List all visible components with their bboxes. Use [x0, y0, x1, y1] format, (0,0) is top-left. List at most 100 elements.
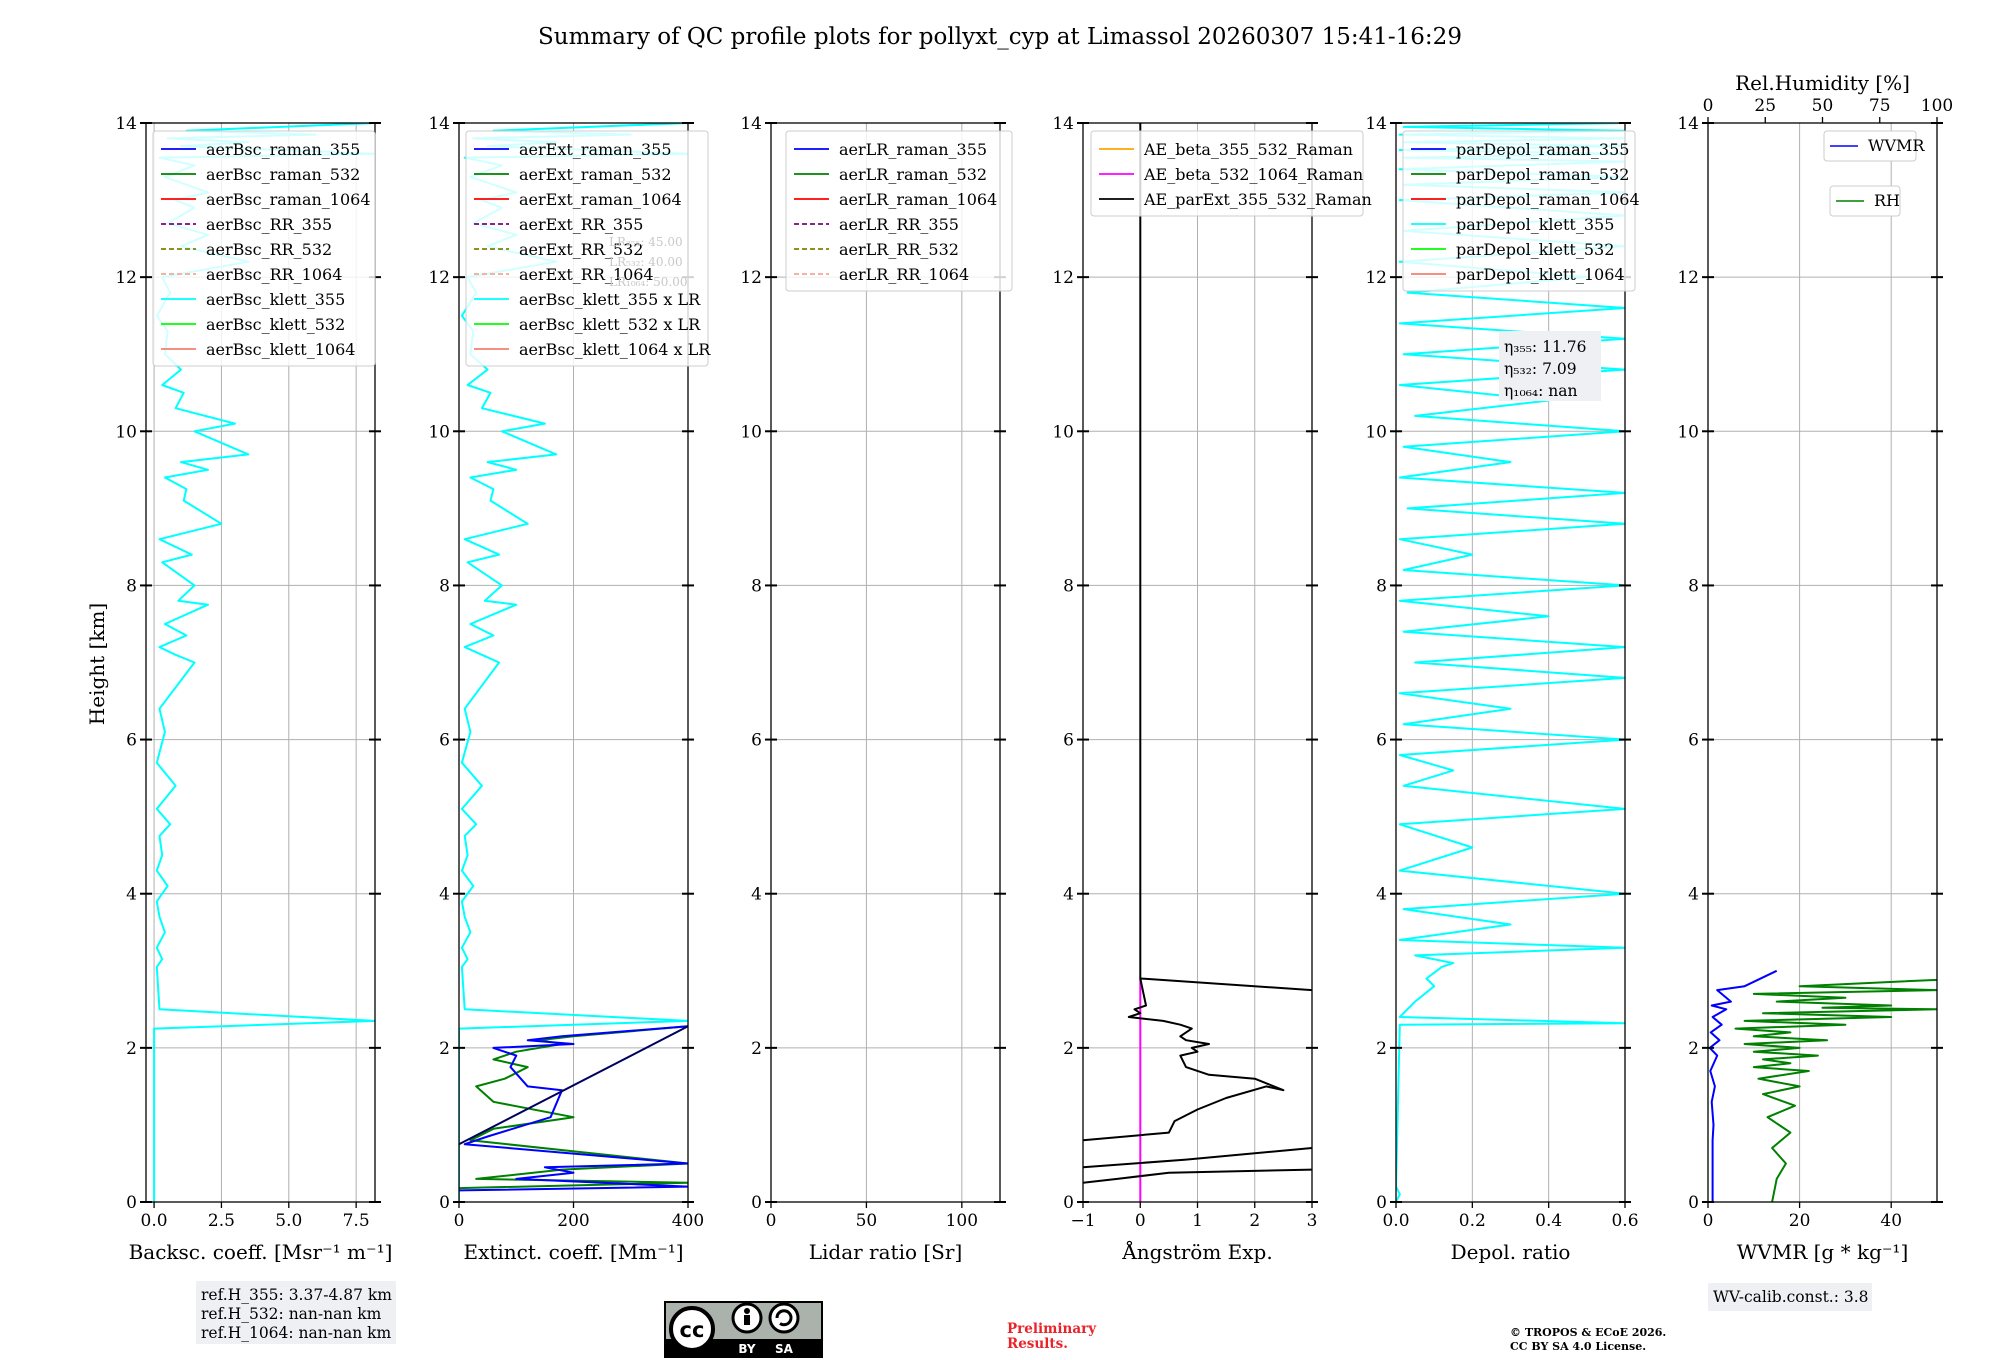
- x-tick-label-depol-0: 0.0: [1382, 1211, 1409, 1231]
- y-tick-label-depol-7: 14: [1365, 114, 1387, 134]
- cc-icon: [669, 1306, 715, 1352]
- legend-ext[interactable]: aerExt_raman_355 aerExt_raman_532 aerExt_r…: [465, 130, 711, 367]
- y-tick-label-ext-2: 4: [439, 885, 450, 905]
- x-axis-label-ae: Ångström Exp.: [1121, 1239, 1272, 1264]
- legend-label-bsc-5: aerBsc_RR_1064: [206, 265, 342, 284]
- series-line-wv-1: [1734, 978, 1937, 1202]
- legend-label-ae-1: AE_beta_532_1064_Raman: [1143, 165, 1363, 184]
- sa-icon: [768, 1302, 800, 1334]
- legend-depol[interactable]: parDepol_raman_355 parDepol_raman_532 parD…: [1402, 130, 1640, 292]
- x-tick-label-ae-2: 1: [1192, 1211, 1203, 1231]
- y-tick-label-lr-7: 14: [740, 114, 762, 134]
- legend-label-ext-7: aerBsc_klett_532 x LR: [519, 315, 701, 334]
- ref-height-532: ref.H_532: nan-nan km: [201, 1305, 382, 1323]
- ref-height-355: ref.H_355: 3.37-4.87 km: [201, 1286, 392, 1304]
- legend-label-ext-4: aerExt_RR_532: [519, 240, 643, 259]
- badge-by-label: BY: [738, 1342, 755, 1356]
- legend-bsc[interactable]: aerBsc_raman_355 aerBsc_raman_532 aerBsc_r…: [152, 130, 376, 367]
- x-axis-label-wv: WVMR [g * kg⁻¹]: [1737, 1240, 1909, 1264]
- y-tick-label-ext-4: 8: [439, 576, 450, 596]
- y-tick-label-wv-6: 12: [1677, 268, 1699, 288]
- y-tick-label-lr-4: 8: [751, 576, 762, 596]
- legend-box-ext: [465, 130, 709, 367]
- x-axis-label-depol: Depol. ratio: [1451, 1240, 1571, 1264]
- axes-frame-bsc: [145, 122, 376, 1203]
- y-tick-label-wv-5: 10: [1677, 422, 1699, 442]
- x-tick-label-lr-2: 100: [946, 1211, 978, 1231]
- x-tick-label-ext-2: 400: [672, 1211, 704, 1231]
- y-tick-label-ae-1: 2: [1063, 1039, 1074, 1059]
- x-tick-label-bsc-0: 0.0: [141, 1211, 168, 1231]
- x-tick-label-ext-1: 200: [557, 1211, 589, 1231]
- lr-annotation-1: LR₅₃₂: 40.00: [609, 255, 683, 269]
- x-tick-label-ext-0: 0: [454, 1211, 465, 1231]
- legend-label-bsc-6: aerBsc_klett_355: [206, 290, 345, 309]
- y-tick-label-bsc-2: 4: [126, 885, 137, 905]
- top-tick-label-wv-2: 50: [1812, 96, 1834, 116]
- x-tick-label-bsc-2: 5.0: [275, 1211, 302, 1231]
- x-tick-label-depol-2: 0.4: [1535, 1211, 1562, 1231]
- subplot-wv: 0 20 40 0 2 4 6 8 10 12 14 WVMR [g * kg⁻¹] 0 25 50 75 10…: [1677, 71, 1953, 1264]
- top-tick-label-wv-0: 0: [1703, 96, 1714, 116]
- ref-height-1064: ref.H_1064: nan-nan km: [201, 1324, 392, 1342]
- legend-label-ext-5: aerExt_RR_1064: [519, 265, 654, 284]
- legend-lr[interactable]: aerLR_raman_355 aerLR_raman_532 aerLR_rama…: [785, 130, 1013, 292]
- top-tick-label-wv-1: 25: [1754, 96, 1776, 116]
- top-tick-label-wv-3: 75: [1869, 96, 1891, 116]
- y-tick-label-ae-4: 8: [1063, 576, 1074, 596]
- y-tick-label-ae-3: 6: [1063, 731, 1074, 751]
- y-tick-label-depol-0: 0: [1376, 1193, 1387, 1213]
- y-tick-label-lr-6: 12: [740, 268, 762, 288]
- badge-sa-label: SA: [775, 1342, 794, 1356]
- legend-label-lr-4: aerLR_RR_532: [839, 240, 959, 259]
- top-tick-label-wv-4: 100: [1921, 96, 1953, 116]
- legend-label-wv-1: RH: [1874, 191, 1900, 210]
- subplot-lr: 0 50 100 0 2 4 6 8 10 12 14 Lidar ratio [Sr] aerLR_r…: [740, 114, 1013, 1264]
- top-axis-label-wv: Rel.Humidity [%]: [1735, 71, 1910, 95]
- legend-box-bsc: [152, 130, 376, 367]
- eta-annotation-0: η₃₅₅: 11.76: [1504, 338, 1586, 356]
- legend-label-bsc-0: aerBsc_raman_355: [206, 140, 360, 159]
- by-person-head: [744, 1308, 750, 1314]
- y-tick-label-ext-1: 2: [439, 1039, 450, 1059]
- legend-label-bsc-8: aerBsc_klett_1064: [206, 340, 355, 359]
- legend-label-depol-2: parDepol_raman_1064: [1456, 190, 1640, 209]
- y-tick-label-ae-5: 10: [1052, 422, 1074, 442]
- series-line-ext-3: [459, 1025, 688, 1146]
- legend-box-lr: [785, 130, 1013, 292]
- legend-wv[interactable]: WVMR RH: [1823, 130, 1925, 217]
- legend-ae[interactable]: AE_beta_355_532_Raman AE_beta_532_1064_Ra…: [1090, 130, 1372, 217]
- legend-label-wv-0: WVMR: [1868, 136, 1925, 155]
- copyright-line-1: © TROPOS & ECoE 2026.: [1510, 1326, 1666, 1339]
- preliminary-line-2: Results.: [1007, 1336, 1068, 1352]
- axes-frame-lr: [770, 122, 1001, 1203]
- legend-label-depol-1: parDepol_raman_532: [1456, 165, 1629, 184]
- legend-box-wv-0: [1823, 130, 1917, 162]
- y-tick-label-lr-3: 6: [751, 731, 762, 751]
- y-tick-label-bsc-4: 8: [126, 576, 137, 596]
- y-tick-label-wv-0: 0: [1688, 1193, 1699, 1213]
- y-tick-label-ae-2: 4: [1063, 885, 1074, 905]
- y-tick-label-bsc-5: 10: [115, 422, 137, 442]
- copyright-line-2: CC BY SA 4.0 License.: [1510, 1340, 1646, 1353]
- legend-label-depol-5: parDepol_klett_1064: [1456, 265, 1625, 284]
- x-tick-label-wv-2: 40: [1880, 1211, 1902, 1231]
- eta-annotation-1: η₅₃₂: 7.09: [1504, 360, 1577, 378]
- y-tick-label-depol-5: 10: [1365, 422, 1387, 442]
- x-tick-label-wv-0: 0: [1703, 1211, 1714, 1231]
- series-line-ae-4: [1083, 1168, 1312, 1184]
- legend-label-lr-3: aerLR_RR_355: [839, 215, 959, 234]
- x-tick-label-bsc-1: 2.5: [208, 1211, 235, 1231]
- wv-calib-box: WV-calib.const.: 3.8: [1708, 1283, 1872, 1311]
- x-tick-label-bsc-3: 7.5: [343, 1211, 370, 1231]
- y-tick-label-bsc-7: 14: [115, 114, 137, 134]
- x-tick-label-wv-1: 20: [1789, 1211, 1811, 1231]
- cc-license-badge[interactable]: cc BY SA: [664, 1301, 823, 1358]
- y-tick-label-wv-2: 4: [1688, 885, 1699, 905]
- subplot-depol: 0.0 0.2 0.4 0.6 0 2 4 6 8 10 12 14 Depol. ratio parDe…: [1365, 114, 1639, 1264]
- y-tick-label-bsc-0: 0: [126, 1193, 137, 1213]
- subplot-bsc: 0.0 2.5 5.0 7.5 0 2 4 6 8 10 12 14 Backsc. coeff. [M…: [115, 114, 392, 1264]
- series-line-ae-3: [1083, 1147, 1312, 1169]
